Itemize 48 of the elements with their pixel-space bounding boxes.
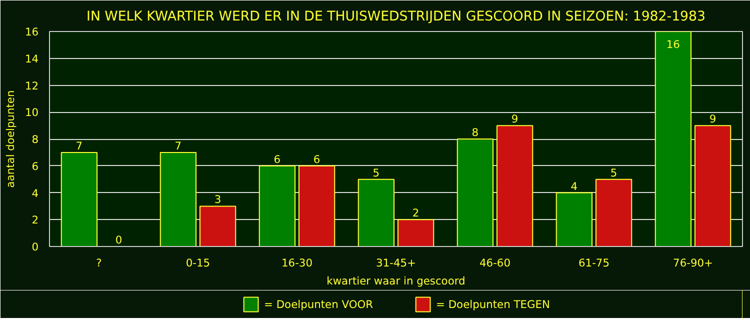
y-tick-label: 4: [32, 186, 39, 200]
x-tick-label: 31-45+: [376, 256, 416, 270]
x-tick-label: 61-75: [578, 256, 610, 270]
bar: [654, 32, 692, 246]
bar: [199, 206, 236, 246]
bar: [258, 165, 296, 246]
x-axis-title: kwartier waar in gescoord: [326, 274, 466, 288]
bar: [556, 192, 593, 246]
data-label: 7: [76, 139, 83, 152]
bar: [358, 178, 395, 246]
x-tick-label: ?: [96, 256, 102, 270]
y-tick-label: 12: [24, 79, 39, 92]
data-label: 7: [174, 139, 182, 152]
bar: [595, 178, 632, 246]
bar: [60, 152, 98, 246]
data-label: 0: [115, 234, 122, 246]
x-tick-label: 46-60: [480, 256, 511, 270]
legend-label: = Doelpunten TEGEN: [436, 298, 550, 310]
y-tick-label: 10: [24, 106, 39, 120]
data-label: 3: [214, 193, 222, 206]
y-tick-label: 8: [32, 133, 39, 146]
x-tick-label: 76-90+: [673, 256, 713, 270]
bar: [160, 152, 197, 246]
bar: [397, 219, 434, 246]
x-tick-label: 16-30: [282, 256, 313, 270]
y-tick-label: 0: [32, 240, 39, 254]
bar: [496, 125, 534, 246]
data-label: 16: [666, 38, 680, 51]
y-tick-label: 6: [32, 160, 39, 173]
y-tick-label: 16: [24, 26, 39, 38]
data-label: 4: [570, 180, 578, 193]
bar: [456, 138, 494, 246]
data-label: 5: [372, 166, 380, 180]
data-label: 6: [313, 152, 320, 166]
x-tick-label: 0-15: [186, 256, 210, 270]
data-label: 2: [412, 206, 420, 220]
legend-label: = Doelpunten VOOR: [264, 298, 374, 310]
bar: [298, 165, 336, 246]
data-label: 6: [274, 152, 281, 166]
data-label: 5: [610, 166, 618, 180]
chart-title: IN WELK KWARTIER WERD ER IN DE THUISWEDSTRIJDEN GESCOORD IN SEIZOEN: 1982-1983: [86, 10, 706, 24]
data-label: 9: [511, 112, 518, 126]
bar: [694, 125, 732, 246]
y-axis-title: aantal doelpunten: [4, 90, 17, 188]
data-label: 8: [472, 126, 479, 139]
y-tick-label: 2: [32, 214, 38, 227]
data-label: 9: [709, 112, 716, 126]
y-tick-label: 14: [24, 52, 39, 66]
